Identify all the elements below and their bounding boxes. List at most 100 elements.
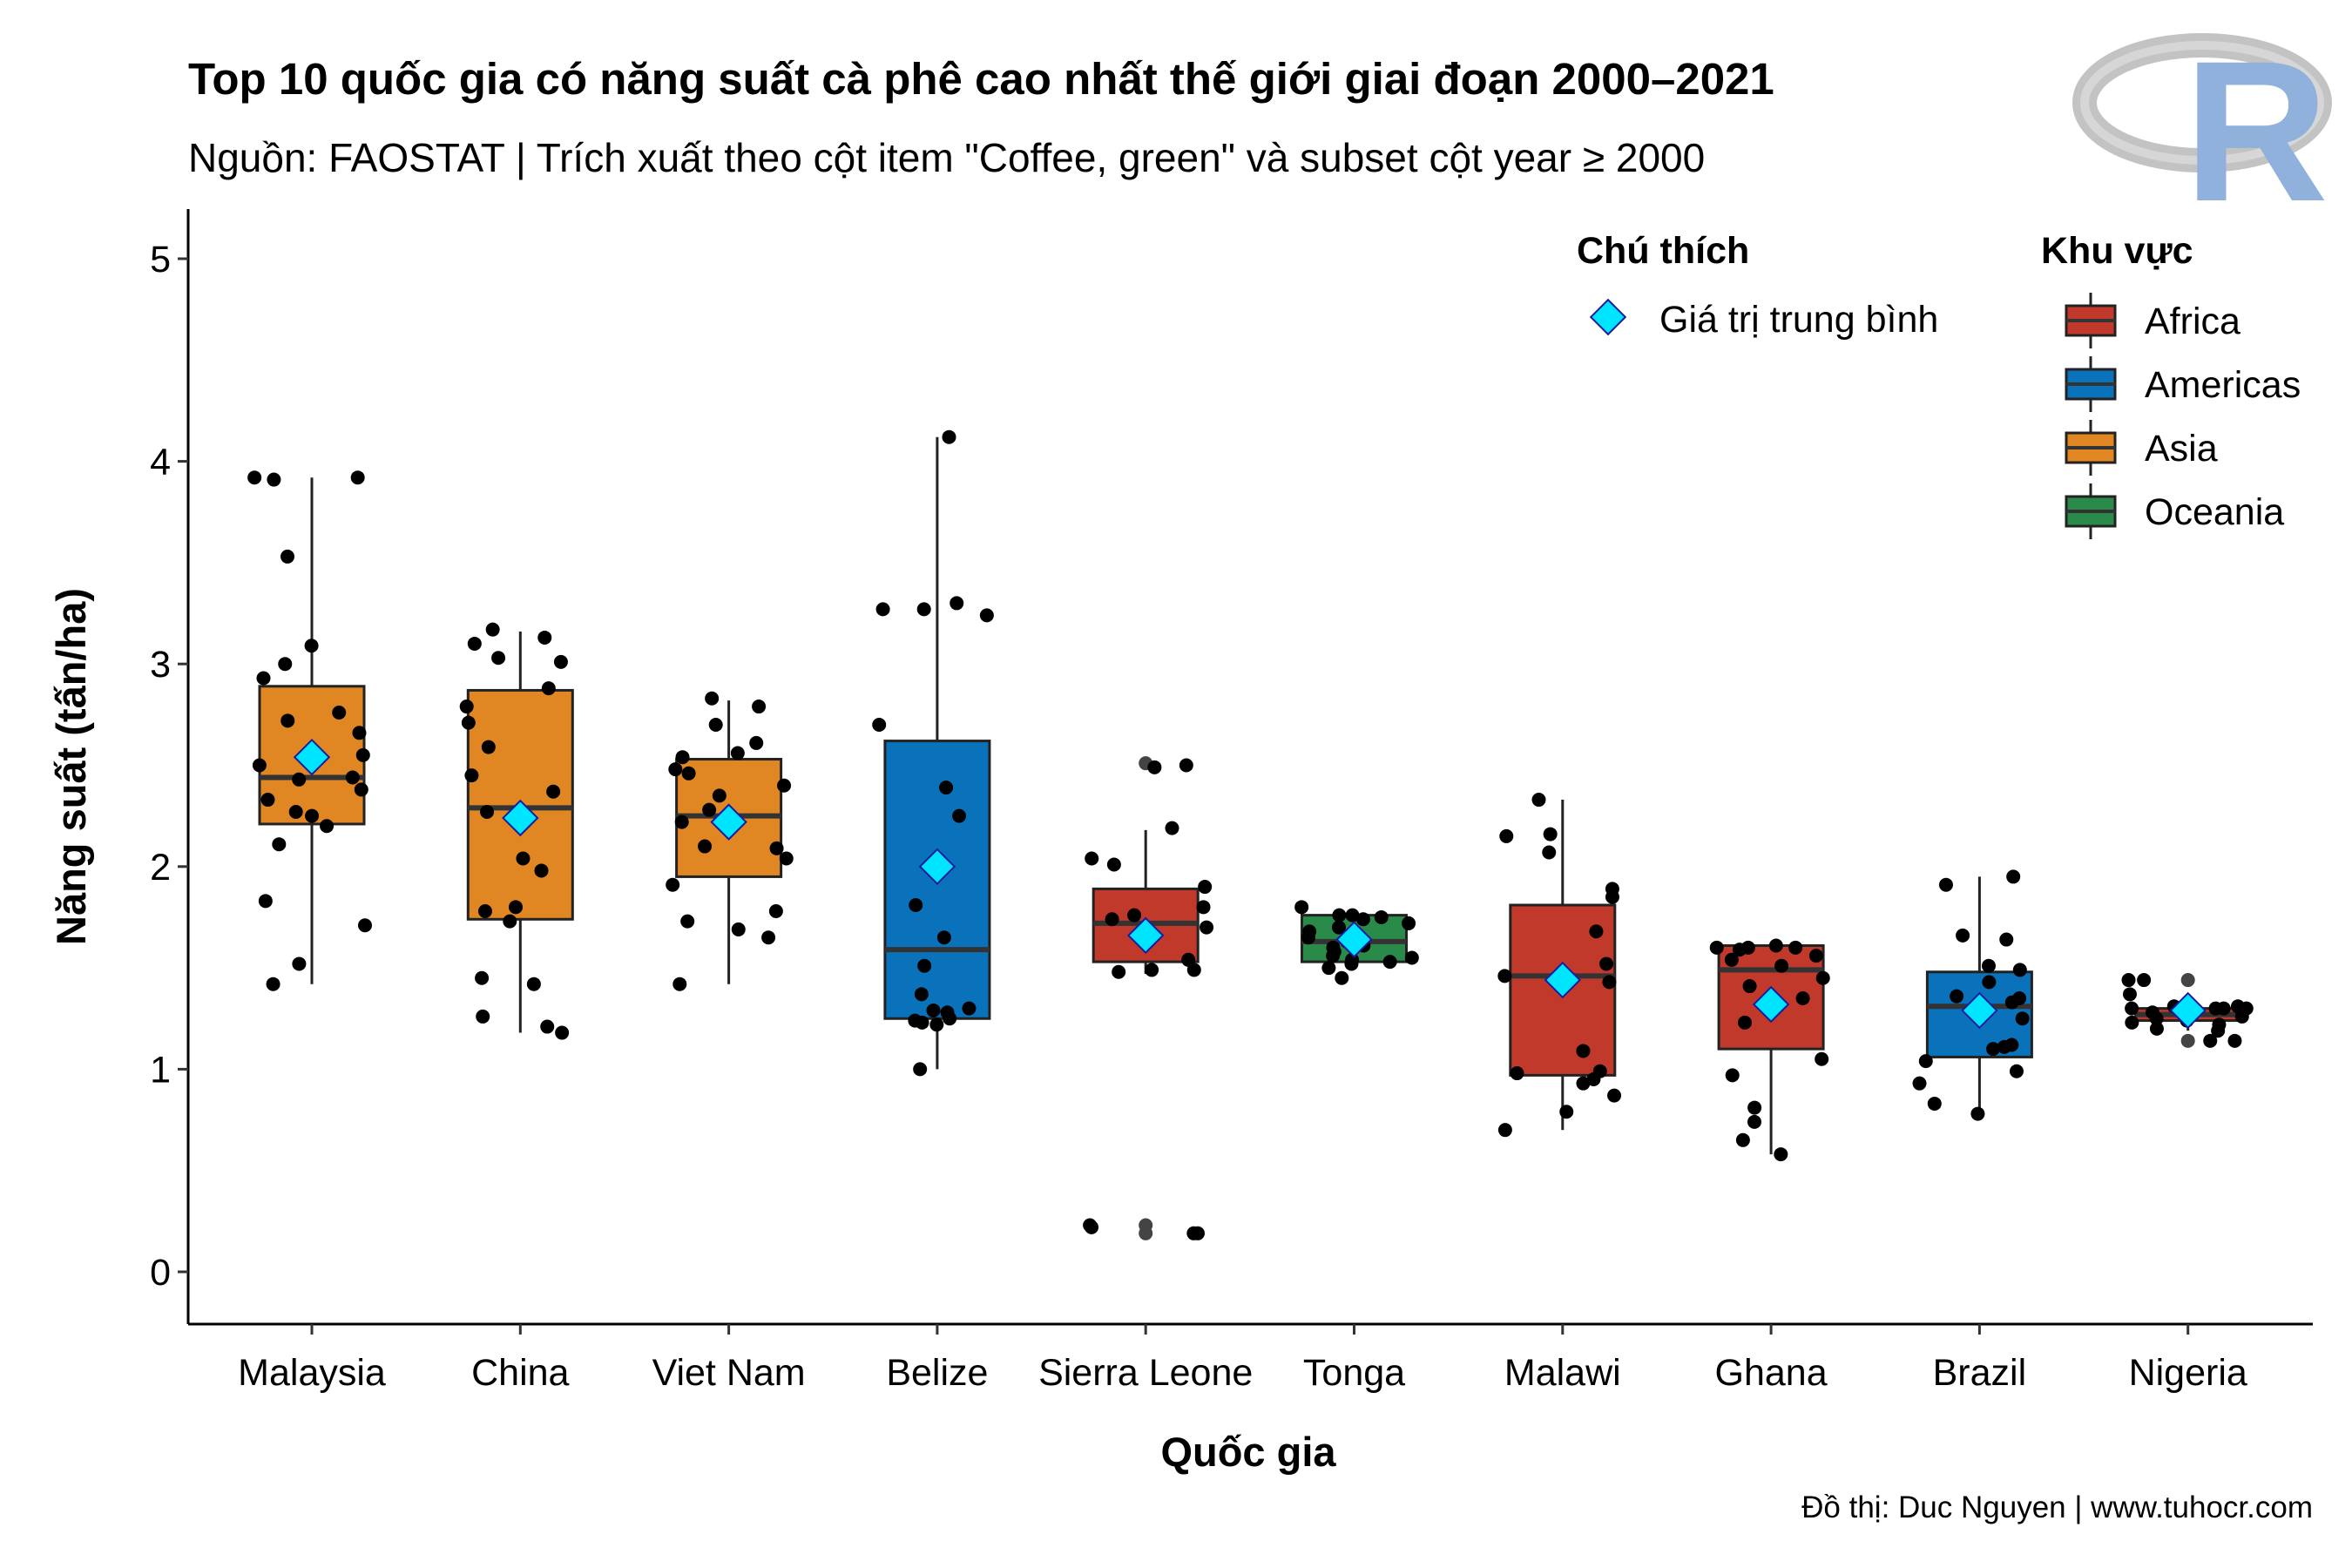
x-tick-label: Nigeria bbox=[2129, 1352, 2247, 1394]
data-point bbox=[1145, 963, 1159, 977]
mean-marker bbox=[1544, 961, 1582, 999]
data-point bbox=[1918, 1054, 1933, 1069]
data-point bbox=[1970, 1106, 1985, 1121]
data-point bbox=[1725, 1068, 1740, 1083]
data-point bbox=[304, 639, 319, 653]
data-point bbox=[2121, 973, 2136, 988]
outlier-point bbox=[1139, 1226, 1153, 1240]
data-point bbox=[534, 863, 549, 878]
data-point bbox=[1724, 952, 1739, 967]
data-point bbox=[1085, 1220, 1099, 1234]
data-point bbox=[252, 758, 267, 773]
data-point bbox=[1331, 920, 1346, 935]
data-point bbox=[1997, 1039, 2011, 1054]
data-point bbox=[1709, 940, 1724, 955]
data-point bbox=[350, 470, 365, 485]
data-point bbox=[332, 706, 347, 720]
data-point bbox=[509, 900, 524, 915]
outlier-point bbox=[2180, 973, 2195, 988]
data-point bbox=[1499, 828, 1514, 843]
data-point bbox=[916, 602, 931, 617]
y-tick-label: 5 bbox=[150, 239, 171, 280]
x-tick-label: Ghana bbox=[1715, 1352, 1828, 1394]
data-point bbox=[675, 750, 690, 765]
data-point bbox=[1165, 821, 1179, 835]
legend-mean-title: Chú thích bbox=[1577, 230, 1749, 272]
data-point bbox=[1402, 916, 1416, 930]
axes: 0 1 2 3 4 5 Malaysia China Viet Nam Belize Sierra … bbox=[150, 209, 2313, 1394]
mean-marker bbox=[1126, 916, 1165, 955]
y-tick-label: 4 bbox=[150, 442, 171, 483]
legend-item-americas: Americas bbox=[2065, 356, 2301, 412]
data-point bbox=[1198, 880, 1213, 895]
data-point bbox=[752, 700, 767, 714]
data-point bbox=[272, 837, 287, 852]
data-point bbox=[357, 918, 372, 933]
legend-item-asia: Asia bbox=[2065, 420, 2218, 476]
jitter-points bbox=[247, 429, 2254, 1240]
data-point bbox=[1332, 908, 1347, 923]
x-tick-label: Malaysia bbox=[238, 1352, 386, 1394]
data-point bbox=[950, 596, 964, 611]
data-point bbox=[769, 841, 784, 855]
data-point bbox=[2227, 1033, 2242, 1048]
data-point bbox=[526, 977, 541, 991]
data-point bbox=[1599, 956, 1614, 971]
data-point bbox=[680, 914, 695, 929]
data-point bbox=[939, 781, 954, 795]
mean-marker bbox=[710, 803, 747, 841]
boxplots bbox=[258, 436, 2242, 1240]
data-point bbox=[480, 804, 495, 819]
data-point bbox=[537, 630, 552, 645]
y-axis-title: Năng suất (tấn/ha) bbox=[48, 588, 94, 945]
data-point bbox=[1543, 827, 1558, 841]
mean-marker bbox=[293, 738, 331, 776]
data-point bbox=[1112, 964, 1126, 979]
data-point bbox=[1196, 900, 1211, 915]
data-point bbox=[1576, 1044, 1591, 1058]
boxplot-malaysia bbox=[258, 477, 366, 984]
legend-label-oceania: Oceania bbox=[2145, 491, 2284, 533]
data-point bbox=[2125, 1001, 2139, 1016]
data-point bbox=[1788, 940, 1803, 955]
data-point bbox=[2203, 1033, 2218, 1048]
mean-markers bbox=[293, 738, 2207, 1030]
chart-subtitle: Nguồn: FAOSTAT | Trích xuất theo cột ite… bbox=[188, 135, 1705, 180]
data-point bbox=[777, 778, 792, 793]
data-point bbox=[926, 1003, 941, 1017]
legend-region-title: Khu vực bbox=[2041, 230, 2193, 272]
x-tick-label: Brazil bbox=[1933, 1352, 2027, 1394]
data-point bbox=[555, 1025, 570, 1040]
data-point bbox=[2137, 973, 2152, 988]
data-point bbox=[666, 877, 680, 892]
legend-item-africa: Africa bbox=[2065, 293, 2240, 348]
data-point bbox=[247, 470, 262, 485]
boxplot-sierra-leone bbox=[1092, 756, 1200, 1240]
data-point bbox=[731, 922, 746, 936]
data-point bbox=[1927, 1096, 1942, 1111]
data-point bbox=[1576, 1076, 1591, 1091]
data-point bbox=[1747, 1100, 1762, 1115]
data-point bbox=[355, 747, 370, 762]
data-point bbox=[1147, 760, 1162, 774]
data-point bbox=[2125, 1015, 2139, 1030]
y-tick-label: 1 bbox=[150, 1049, 171, 1091]
data-point bbox=[2012, 963, 2027, 977]
data-point bbox=[1982, 975, 1997, 990]
legend-region: Khu vực Africa Americas Asia Oceania bbox=[2041, 230, 2301, 539]
data-point bbox=[476, 1009, 490, 1024]
legend-label-africa: Africa bbox=[2145, 301, 2240, 342]
data-point bbox=[1382, 955, 1397, 970]
data-point bbox=[280, 549, 295, 564]
data-point bbox=[553, 654, 568, 669]
data-point bbox=[2006, 869, 2021, 884]
data-point bbox=[909, 897, 923, 912]
data-point bbox=[1795, 990, 1810, 1005]
data-point bbox=[345, 770, 360, 785]
data-point bbox=[1321, 961, 1336, 976]
data-point bbox=[475, 970, 490, 985]
r-logo-letter: R bbox=[2184, 19, 2328, 243]
data-point bbox=[1344, 956, 1359, 971]
data-point bbox=[2211, 1024, 2226, 1038]
data-point bbox=[1345, 908, 1360, 923]
